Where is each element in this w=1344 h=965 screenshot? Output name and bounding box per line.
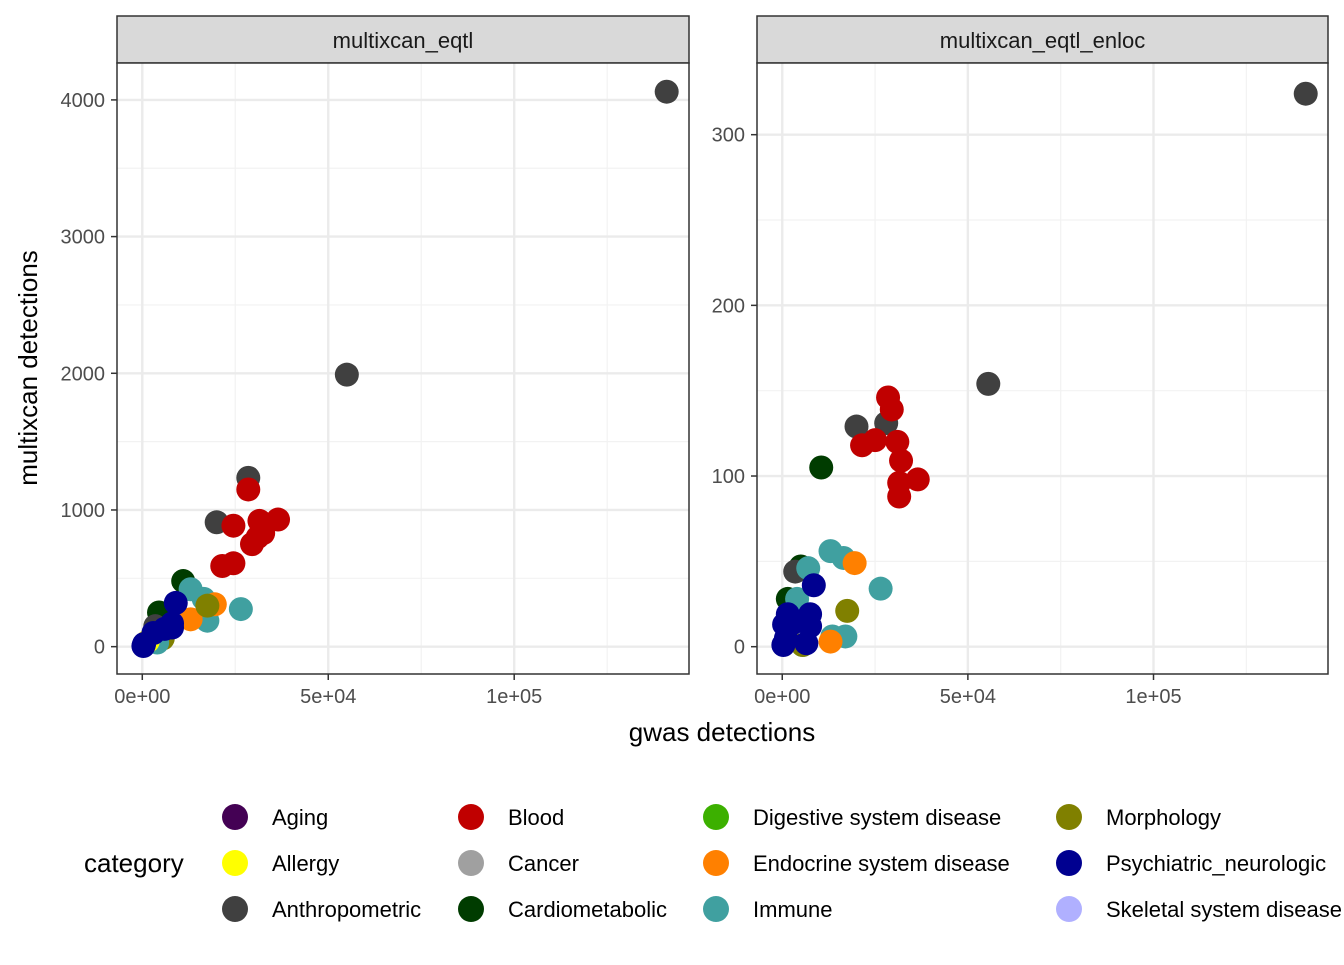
legend-key bbox=[1056, 896, 1082, 922]
data-point bbox=[210, 554, 235, 579]
data-point bbox=[801, 573, 826, 598]
legend-item: Allergy bbox=[222, 850, 339, 876]
y-tick-label: 1000 bbox=[61, 500, 106, 522]
legend-label: Morphology bbox=[1106, 805, 1221, 830]
legend-key bbox=[703, 850, 729, 876]
legend-key bbox=[222, 804, 248, 830]
data-point bbox=[879, 397, 904, 422]
legend-label: Psychiatric_neurologic bbox=[1106, 851, 1326, 876]
panel-border bbox=[756, 62, 1329, 675]
y-tick-label: 200 bbox=[712, 295, 745, 317]
data-point bbox=[772, 612, 797, 637]
legend-label: Digestive system disease bbox=[753, 805, 1001, 830]
x-tick-label: 0e+00 bbox=[754, 686, 810, 708]
legend-key bbox=[703, 896, 729, 922]
data-point bbox=[818, 629, 843, 654]
legend-label: Cancer bbox=[508, 851, 579, 876]
data-point bbox=[887, 484, 912, 509]
data-point bbox=[1293, 81, 1318, 106]
plot-background bbox=[117, 63, 689, 674]
legend-label: Allergy bbox=[272, 851, 339, 876]
panel-border bbox=[116, 62, 690, 675]
data-point bbox=[160, 615, 185, 640]
x-tick-label: 0e+00 bbox=[114, 686, 170, 708]
data-point bbox=[163, 590, 188, 615]
data-point bbox=[654, 79, 679, 104]
legend-item: Digestive system disease bbox=[703, 804, 1001, 830]
legend-item: Endocrine system disease bbox=[703, 850, 1010, 876]
legend-item: Cancer bbox=[458, 850, 579, 876]
legend-key bbox=[458, 896, 484, 922]
legend-item: Psychiatric_neurologic bbox=[1056, 850, 1326, 876]
data-point bbox=[809, 455, 834, 480]
legend-label: Cardiometabolic bbox=[508, 897, 667, 922]
data-point bbox=[131, 633, 156, 658]
data-point bbox=[794, 631, 819, 656]
y-tick-label: 100 bbox=[712, 466, 745, 488]
x-axis-title: gwas detections bbox=[629, 717, 815, 747]
legend-item: Cardiometabolic bbox=[458, 896, 667, 922]
data-point bbox=[889, 448, 914, 473]
legend-key bbox=[458, 850, 484, 876]
facet-strip-label: multixcan_eqtl_enloc bbox=[940, 28, 1145, 53]
x-tick-label: 1e+05 bbox=[486, 686, 542, 708]
facet-strip bbox=[756, 15, 1329, 64]
data-point bbox=[842, 551, 867, 576]
panel-1: multixcan_eqtl 0e+00 5e+04 1e+05 0 1000 2000 30… bbox=[61, 15, 690, 708]
legend-key bbox=[1056, 804, 1082, 830]
y-tick-label: 3000 bbox=[61, 227, 106, 249]
facet-strip-label: multixcan_eqtl bbox=[333, 28, 474, 53]
legend-label: Aging bbox=[272, 805, 328, 830]
y-tick-label: 300 bbox=[712, 125, 745, 147]
x-tick-label: 1e+05 bbox=[1125, 686, 1181, 708]
y-tick-label: 0 bbox=[94, 637, 105, 659]
data-point bbox=[905, 467, 930, 492]
panel-2: multixcan_eqtl_enloc 0e+00 5e+04 1e+05 0 100 2… bbox=[712, 15, 1329, 708]
legend-label: Immune bbox=[753, 897, 832, 922]
legend-label: Endocrine system disease bbox=[753, 851, 1010, 876]
data-point bbox=[334, 362, 359, 387]
data-point bbox=[178, 607, 203, 632]
legend-label: Skeletal system disease bbox=[1106, 897, 1342, 922]
data-point bbox=[976, 371, 1001, 396]
data-point bbox=[868, 576, 893, 601]
legend: Aging Allergy Anthropometric Blood Cancer Car… bbox=[222, 804, 1342, 922]
data-point bbox=[835, 598, 860, 623]
y-tick-label: 4000 bbox=[61, 90, 106, 112]
legend-key bbox=[222, 896, 248, 922]
legend-item: Skeletal system disease bbox=[1056, 896, 1342, 922]
legend-item: Blood bbox=[458, 804, 564, 830]
y-tick-label: 2000 bbox=[61, 363, 106, 385]
data-point bbox=[195, 593, 220, 618]
legend-key bbox=[703, 804, 729, 830]
legend-key bbox=[1056, 850, 1082, 876]
facet-strip bbox=[116, 15, 690, 64]
data-point bbox=[228, 597, 253, 622]
legend-title: category bbox=[84, 848, 184, 878]
x-tick-label: 5e+04 bbox=[940, 686, 996, 708]
data-point bbox=[240, 532, 265, 557]
data-point bbox=[771, 632, 796, 657]
data-point bbox=[885, 429, 910, 454]
legend-key bbox=[222, 850, 248, 876]
y-axis-title: multixcan detections bbox=[13, 250, 43, 486]
plot-background bbox=[757, 63, 1328, 674]
legend-label: Anthropometric bbox=[272, 897, 421, 922]
legend-item: Immune bbox=[703, 896, 832, 922]
legend-item: Anthropometric bbox=[222, 896, 421, 922]
legend-key bbox=[458, 804, 484, 830]
data-point bbox=[844, 414, 869, 439]
data-point bbox=[236, 477, 261, 502]
y-tick-label: 0 bbox=[734, 637, 745, 659]
data-point bbox=[850, 433, 875, 458]
legend-item: Aging bbox=[222, 804, 328, 830]
data-point bbox=[221, 513, 246, 538]
x-tick-label: 5e+04 bbox=[300, 686, 356, 708]
legend-item: Morphology bbox=[1056, 804, 1221, 830]
legend-label: Blood bbox=[508, 805, 564, 830]
